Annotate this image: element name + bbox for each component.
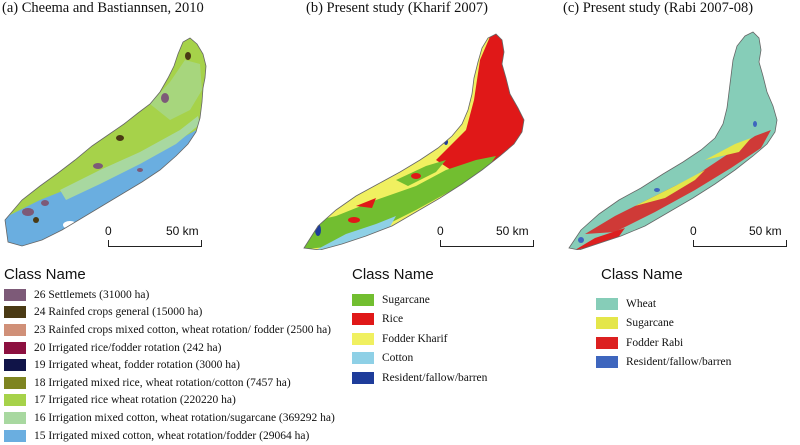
legend-label: Fodder Kharif (382, 332, 448, 345)
legend-swatch (4, 411, 26, 424)
legend-swatch (352, 352, 374, 365)
scale-start-label: 0 (437, 224, 444, 238)
legend-label: 20 Irrigated rice/fodder rotation (242 h… (34, 341, 222, 354)
legend-swatch (596, 297, 618, 310)
legend-label: Wheat (626, 297, 657, 310)
legend-item: Cotton (352, 349, 487, 369)
legend-item: 20 Irrigated rice/fodder rotation (242 h… (4, 339, 335, 357)
map-panel-b (303, 33, 525, 250)
legend-label: 19 Irrigated wheat, fodder rotation (300… (34, 359, 240, 372)
legend-item: 24 Rainfed crops general (15000 ha) (4, 304, 335, 322)
legend-swatch (352, 293, 374, 306)
legend-label: Fodder Rabi (626, 336, 684, 349)
legend-label: 24 Rainfed crops general (15000 ha) (34, 306, 203, 319)
legend-swatch (4, 376, 26, 389)
legend-item: 26 Settlemets (31000 ha) (4, 286, 335, 304)
legend-swatch (4, 288, 26, 301)
legend-label: 15 Irrigated mixed cotton, wheat rotatio… (34, 429, 310, 442)
legend-item: Fodder Kharif (352, 329, 487, 349)
legend-item: 18 Irrigated mixed rice, wheat rotation/… (4, 374, 335, 392)
scale-start-label: 0 (690, 224, 697, 238)
legend-swatch (4, 429, 26, 442)
legend-item: 23 Rainfed crops mixed cotton, wheat rot… (4, 321, 335, 339)
legend-item: Sugarcane (596, 314, 731, 334)
legend-label: 17 Irrigated rice wheat rotation (220220… (34, 394, 236, 407)
legend-label: Resident/fallow/barren (626, 356, 732, 369)
legend-a-title: Class Name (4, 266, 86, 283)
panel-a-title: (a) Cheema and Bastiannsen, 2010 (2, 0, 204, 16)
legend-c-title: Class Name (601, 266, 683, 283)
resident-patches-c (578, 121, 757, 243)
scale-end-label: 50 km (496, 224, 529, 238)
legend-swatch (4, 341, 26, 354)
legend-swatch (596, 317, 618, 330)
panel-c-title: (c) Present study (Rabi 2007-08) (563, 0, 754, 16)
legend-swatch (4, 323, 26, 336)
map-panel-a (4, 37, 207, 247)
legend-item: Resident/fallow/barren (596, 353, 731, 373)
scale-end-label: 50 km (166, 224, 199, 238)
legend-swatch (352, 332, 374, 345)
legend-item: Sugarcane (352, 290, 487, 310)
legend-item: 19 Irrigated wheat, fodder rotation (300… (4, 356, 335, 374)
legend-item: 15 Irrigated mixed cotton, wheat rotatio… (4, 427, 335, 445)
legend-swatch (4, 359, 26, 372)
legend-swatch (4, 394, 26, 407)
legend-item: Fodder Rabi (596, 333, 731, 353)
map-panel-c (568, 31, 778, 250)
legend-panel-b: Sugarcane Rice Fodder Kharif Cotton Resident… (352, 290, 487, 388)
panel-b-title: (b) Present study (Kharif 2007) (306, 0, 489, 16)
legend-label: Resident/fallow/barren (382, 371, 488, 384)
legend-swatch (596, 356, 618, 369)
legend-item: 17 Irrigated rice wheat rotation (220220… (4, 392, 335, 410)
legend-label: Sugarcane (382, 293, 430, 306)
scale-start-label: 0 (105, 224, 112, 238)
legend-swatch (352, 313, 374, 326)
legend-item: Rice (352, 310, 487, 330)
legend-label: Rice (382, 313, 404, 326)
legend-label: 23 Rainfed crops mixed cotton, wheat rot… (34, 323, 332, 336)
legend-swatch (4, 306, 26, 319)
legend-label: Cotton (382, 352, 414, 365)
legend-label: 18 Irrigated mixed rice, wheat rotation/… (34, 376, 291, 389)
legend-label: 16 Irrigation mixed cotton, wheat rotati… (34, 411, 335, 424)
legend-swatch (352, 371, 374, 384)
legend-swatch (596, 336, 618, 349)
scale-end-label: 50 km (749, 224, 782, 238)
settlement-patches-a (22, 52, 191, 229)
legend-b-title: Class Name (352, 266, 434, 283)
legend-item: Wheat (596, 294, 731, 314)
legend-label: Sugarcane (626, 317, 674, 330)
legend-panel-a: 26 Settlemets (31000 ha) 24 Rainfed crops… (4, 286, 335, 444)
legend-item: Resident/fallow/barren (352, 368, 487, 388)
legend-panel-c: Wheat Sugarcane Fodder Rabi Resident/fallow… (596, 294, 731, 372)
legend-label: 26 Settlemets (31000 ha) (34, 288, 150, 301)
legend-item: 16 Irrigation mixed cotton, wheat rotati… (4, 409, 335, 427)
